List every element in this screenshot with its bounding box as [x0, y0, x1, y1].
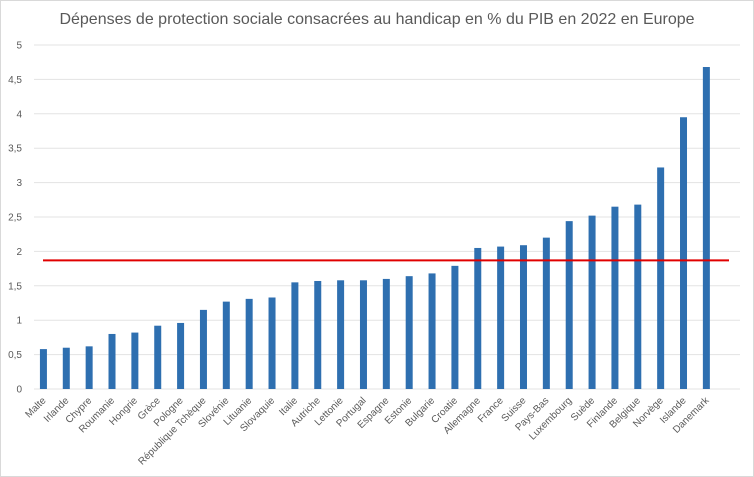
y-tick-label: 1 [16, 316, 22, 327]
bar-bulgarie [428, 273, 436, 389]
bar-islande [680, 117, 688, 390]
bar-slovénie [222, 301, 230, 389]
x-tick-label: France [476, 395, 506, 425]
bar-république-tchèque [199, 309, 207, 389]
bar-irlande [62, 347, 70, 389]
bar-croatie [451, 265, 459, 389]
y-tick-label: 4 [16, 109, 22, 120]
bar-lituanie [245, 298, 253, 389]
bar-chypre [85, 346, 93, 389]
bar-belgique [634, 204, 642, 389]
bar-danemark [702, 67, 710, 390]
bar-norvège [657, 167, 665, 389]
y-tick-label: 3,5 [8, 144, 22, 155]
y-tick-label: 2,5 [8, 213, 22, 224]
bar-italie [291, 282, 299, 389]
y-tick-label: 3 [16, 178, 22, 189]
bar-portugal [359, 280, 367, 389]
bar-pologne [177, 322, 185, 389]
bar-lettonie [337, 280, 345, 389]
bar-france [497, 246, 505, 389]
bar-suisse [519, 245, 527, 389]
bar-slovaquie [268, 297, 276, 389]
y-tick-label: 5 [16, 41, 22, 52]
bar-grèce [154, 325, 162, 389]
bar-malte [39, 349, 47, 389]
bar-espagne [382, 278, 390, 389]
y-tick-label: 4,5 [8, 75, 22, 86]
bar-suède [588, 215, 596, 389]
chart-title: Dépenses de protection sociale consacrée… [59, 11, 695, 28]
bar-roumanie [108, 333, 116, 389]
bar-estonie [405, 276, 413, 389]
bar-luxembourg [565, 221, 573, 389]
bar-allemagne [474, 247, 482, 389]
bar-hongrie [131, 332, 139, 389]
y-tick-label: 0 [16, 385, 22, 396]
y-tick-label: 1,5 [8, 281, 22, 292]
bar-finlande [611, 206, 619, 389]
bar-pays-bas [542, 237, 550, 389]
y-tick-label: 2 [16, 247, 22, 258]
y-tick-label: 0,5 [8, 350, 22, 361]
bar-autriche [314, 280, 322, 389]
